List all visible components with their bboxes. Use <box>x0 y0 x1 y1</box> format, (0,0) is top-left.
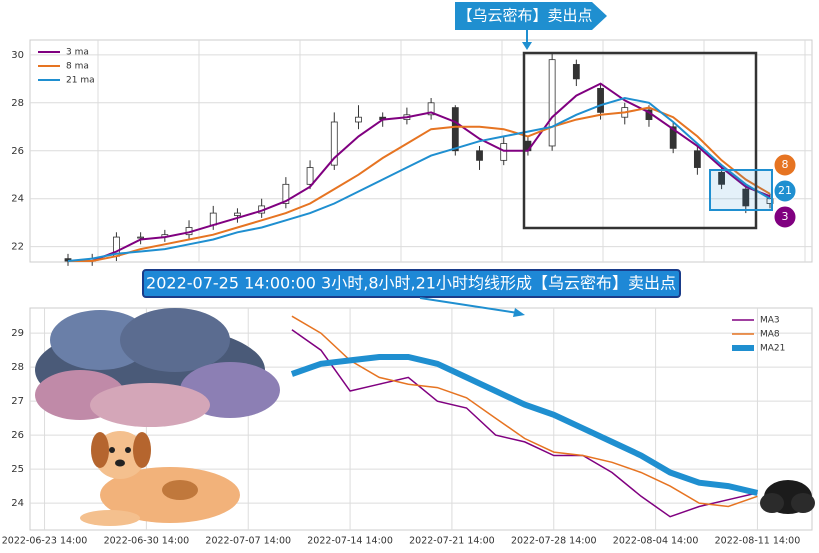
y-tick-label: 30 <box>11 50 24 61</box>
y-tick-label: 28 <box>11 98 24 109</box>
series-badge-label: 21 <box>778 184 792 197</box>
candle-body <box>572 64 580 80</box>
candle-body <box>669 126 677 149</box>
x-tick-label: 2022-08-11 14:00 <box>715 536 801 547</box>
ma-line <box>67 96 771 262</box>
y-tick-label: 26 <box>11 146 24 157</box>
y-tick-label: 22 <box>11 242 24 253</box>
candle-body <box>282 183 290 204</box>
candle-body <box>137 236 145 239</box>
series-badge-label: 3 <box>782 210 789 223</box>
candle-body <box>355 116 362 123</box>
banner-arrowhead <box>513 308 525 317</box>
legend-label: MA3 <box>760 316 780 326</box>
candle-body <box>693 150 701 168</box>
candle-body <box>476 150 483 161</box>
small-cloud <box>760 480 815 514</box>
y-tick-label: 27 <box>11 396 24 407</box>
candle-body <box>597 88 604 113</box>
candle-body <box>500 143 508 161</box>
banner <box>142 269 681 298</box>
candle-body <box>306 167 314 185</box>
dog-illustration <box>80 431 240 526</box>
ma-line <box>291 315 758 508</box>
series-badge <box>773 205 797 229</box>
legend-label: 8 ma <box>66 62 89 72</box>
y-tick-label: 24 <box>11 498 24 509</box>
y-tick-label: 26 <box>11 430 24 441</box>
ma-line <box>290 354 759 496</box>
ma-line <box>68 106 771 262</box>
callout-text: 【乌云密布】卖出点 <box>457 7 592 25</box>
legend-label: MA8 <box>760 330 780 340</box>
x-tick-label: 2022-07-14 14:00 <box>307 536 393 547</box>
candle-body <box>427 102 435 116</box>
series-badge-label: 8 <box>782 158 789 171</box>
candle-body <box>451 107 459 152</box>
candle-body <box>330 121 338 166</box>
callout-arrowhead <box>522 42 532 50</box>
ma-line <box>68 82 771 262</box>
series-badge <box>773 179 797 203</box>
y-tick-label: 24 <box>11 194 24 205</box>
x-tick-label: 2022-07-07 14:00 <box>205 536 291 547</box>
x-tick-label: 2022-07-28 14:00 <box>511 536 597 547</box>
cloud-illustration <box>35 308 280 427</box>
data-layer: 22 24 26 28 30 8 21 3 3 ma 8 ma 21 ma 24 25 26 27 28 29 2… <box>2 48 801 547</box>
banner-arrow <box>419 297 519 314</box>
candle-body <box>742 188 750 207</box>
x-tick-label: 2022-07-21 14:00 <box>409 536 495 547</box>
x-tick-label: 2022-06-30 14:00 <box>104 536 190 547</box>
y-tick-label: 29 <box>11 328 24 339</box>
y-tick-label: 25 <box>11 464 24 475</box>
legend-label: 3 ma <box>66 48 89 58</box>
candle-body <box>718 171 725 185</box>
convergence-box <box>709 169 773 211</box>
legend-label: MA21 <box>760 344 785 354</box>
candle-body <box>234 212 241 216</box>
x-tick-label: 2022-06-23 14:00 <box>2 536 88 547</box>
highlight-box <box>522 51 758 230</box>
x-tick-label: 2022-08-04 14:00 <box>613 536 699 547</box>
ma-line <box>291 329 758 518</box>
banner-text: 2022-07-25 14:00:00 3小时,8小时,21小时均线形成【乌云密… <box>146 274 676 293</box>
legend-label: 21 ma <box>66 76 95 86</box>
candle-body <box>548 59 556 147</box>
callout-shape <box>455 2 607 30</box>
y-tick-label: 28 <box>11 362 24 373</box>
series-badge <box>773 153 797 177</box>
candle-body <box>209 212 217 226</box>
